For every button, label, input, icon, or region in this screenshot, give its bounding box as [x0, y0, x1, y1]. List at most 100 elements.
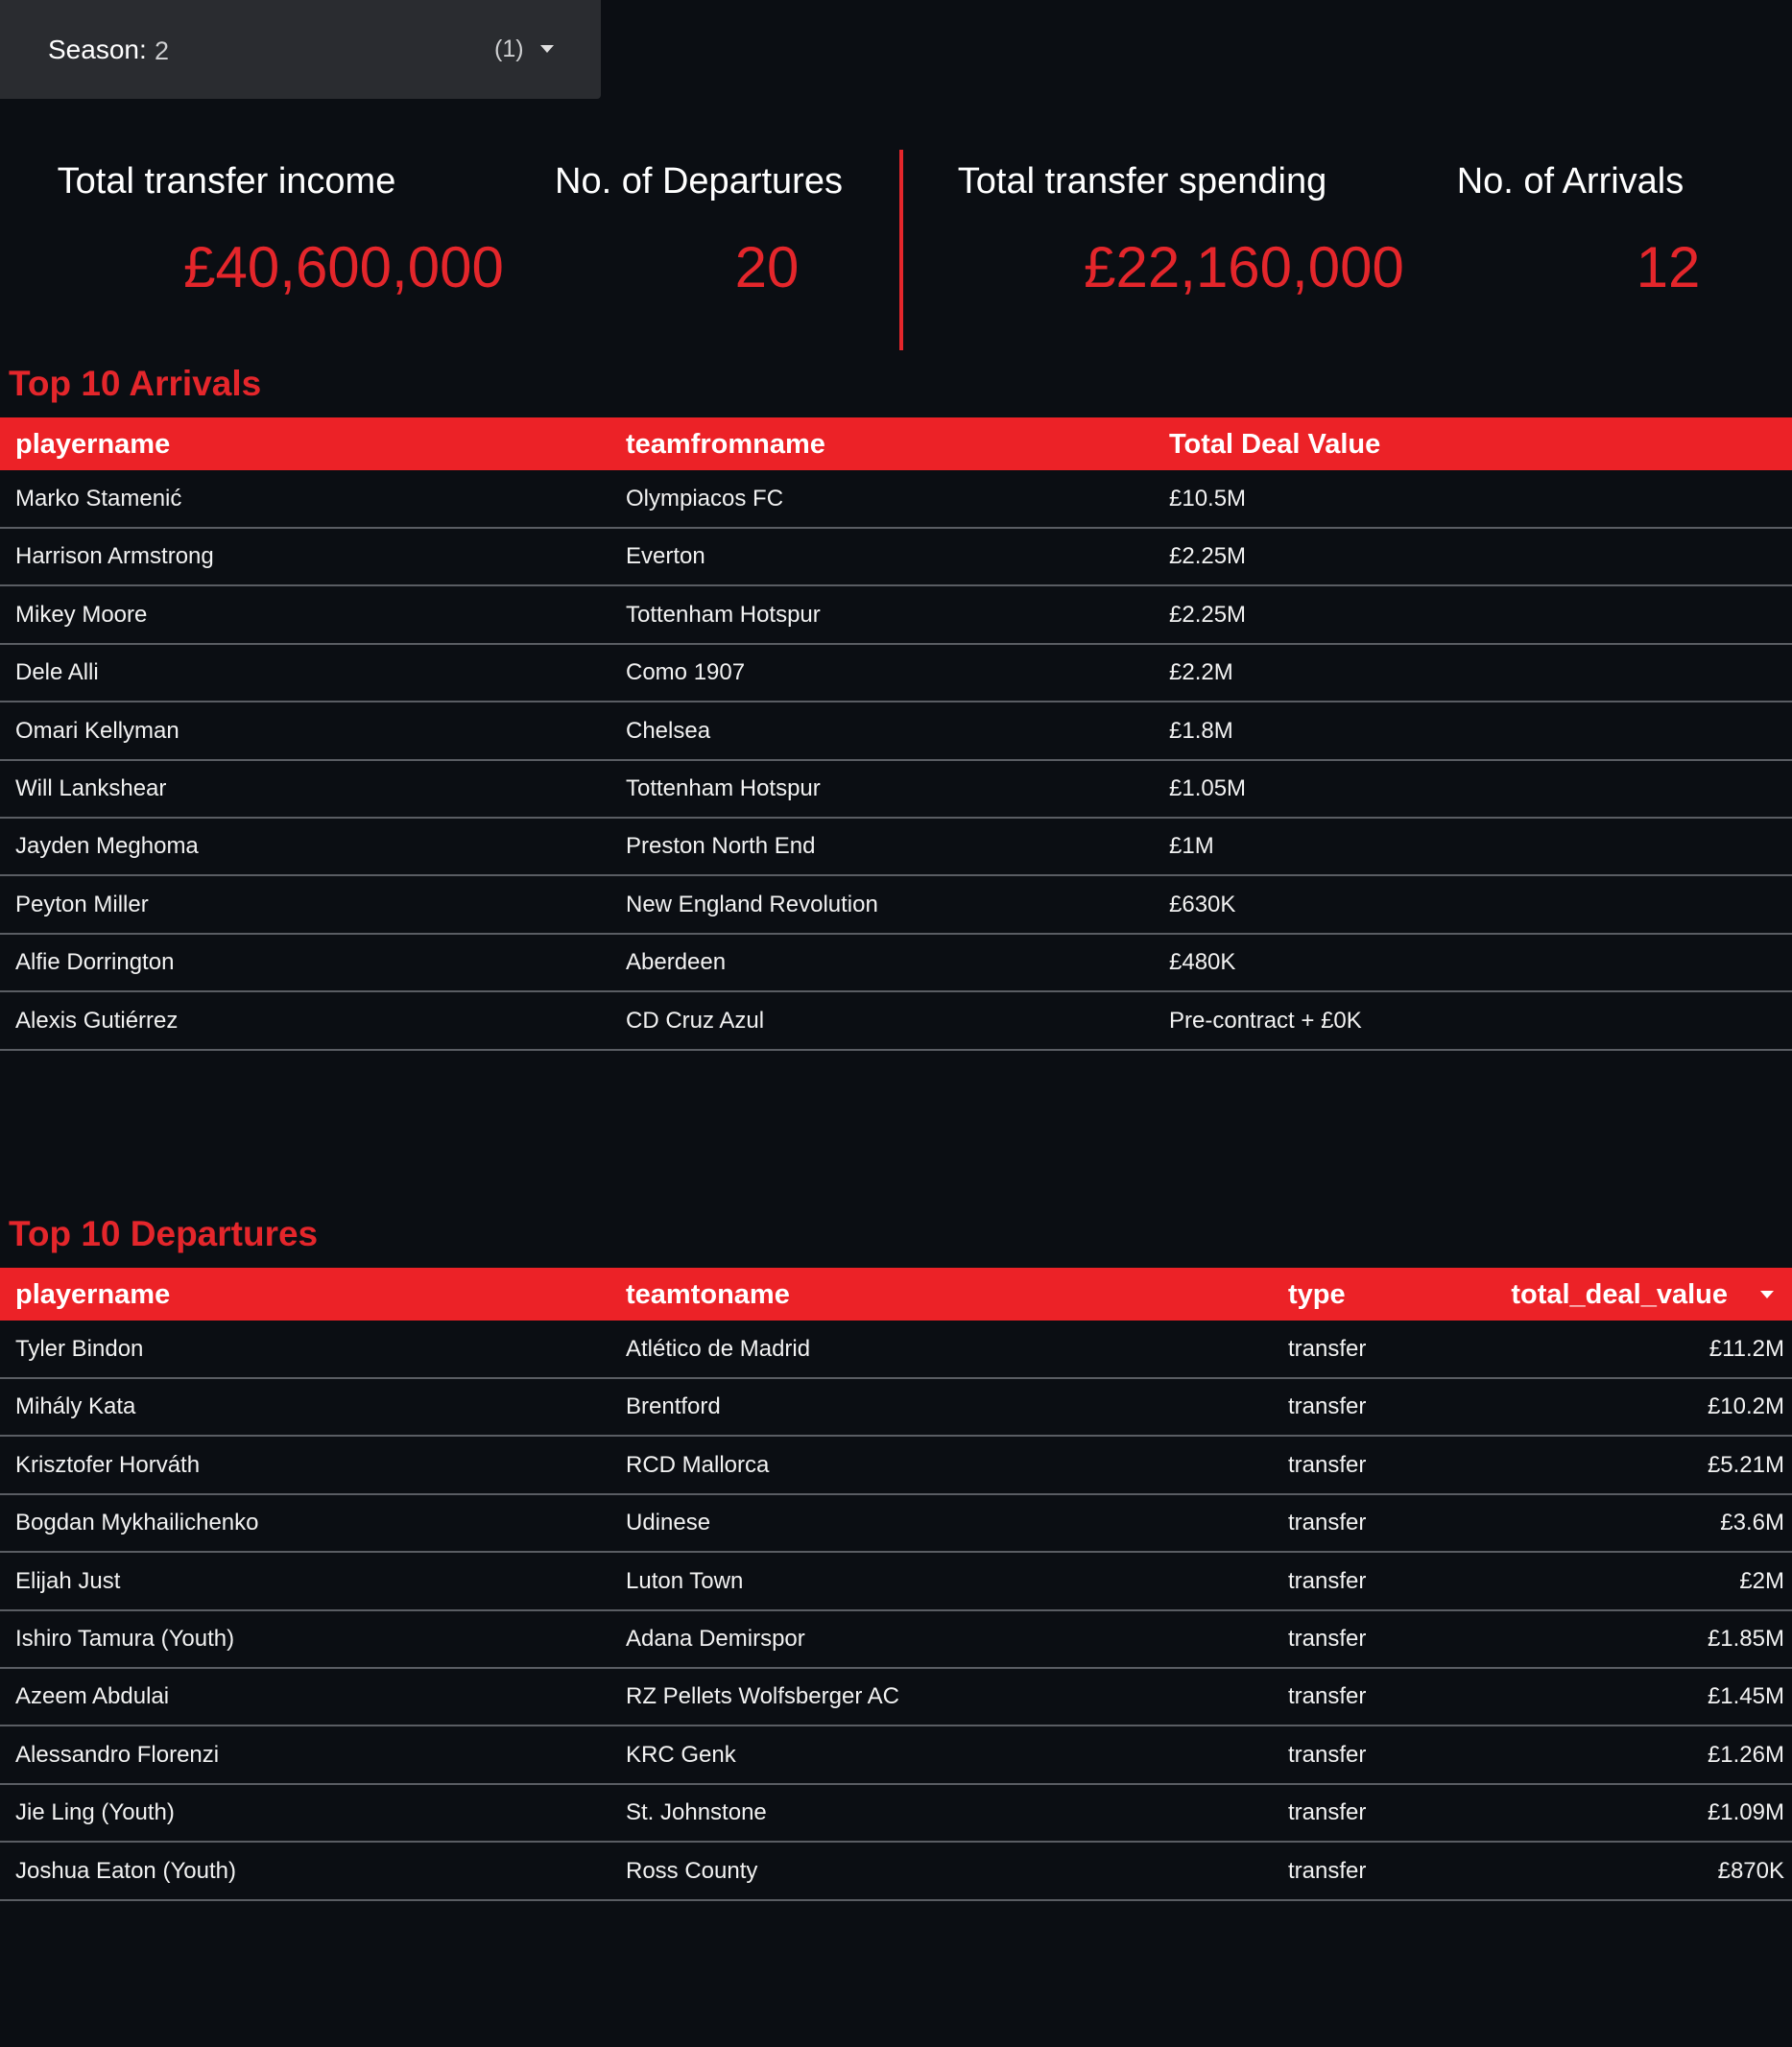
table-cell: Omari Kellyman [15, 717, 179, 744]
table-cell: Luton Town [626, 1567, 744, 1594]
table-cell: £1.45M [1707, 1683, 1784, 1710]
table-cell: Joshua Eaton (Youth) [15, 1857, 236, 1884]
table-cell: £10.5M [1169, 486, 1247, 512]
table-cell: Jayden Meghoma [15, 833, 199, 860]
kpi-value: 20 [734, 235, 800, 299]
table-cell: £480K [1169, 949, 1236, 976]
table-row: Will Lankshear Tottenham Hotspur £1.05M [0, 760, 1792, 819]
table-cell: £870K [1717, 1857, 1784, 1884]
table-cell: New England Revolution [626, 891, 878, 917]
filter-value: 2 [155, 36, 170, 65]
season-filter[interactable]: Season: 2 (1) [0, 0, 601, 99]
kpi-label: Total transfer income [57, 161, 396, 202]
table-row: Omari Kellyman Chelsea £1.8M [0, 702, 1792, 761]
table-cell: Pre-contract + £0K [1169, 1007, 1362, 1034]
table-cell: RCD Mallorca [626, 1451, 770, 1478]
table-row: Bogdan Mykhailichenko Udinese transfer £3.6… [0, 1494, 1792, 1554]
table-cell: Mikey Moore [15, 601, 148, 628]
table-row: Elijah Just Luton Town transfer £2M [0, 1553, 1792, 1611]
table-cell: Dele Alli [15, 659, 99, 686]
table-row: Joshua Eaton (Youth) Ross County transfer £… [0, 1843, 1792, 1901]
kpi-value: 12 [1636, 235, 1701, 299]
filter-count: (1) [494, 36, 524, 62]
table-title: Top 10 Arrivals [9, 364, 262, 403]
table-cell: Tyler Bindon [15, 1336, 144, 1362]
column-header[interactable]: playername [15, 1279, 171, 1310]
table-cell: Udinese [626, 1510, 711, 1536]
table-cell: Preston North End [626, 833, 816, 860]
kpi-label: No. of Departures [555, 161, 843, 202]
table-cell: Krisztofer Horváth [15, 1451, 201, 1478]
table-cell: Tottenham Hotspur [626, 775, 821, 801]
table-cell: Marko Stamenić [15, 486, 182, 512]
table-row: Harrison Armstrong Everton £2.25M [0, 528, 1792, 587]
column-header[interactable]: type [1288, 1279, 1346, 1310]
table-title: Top 10 Departures [9, 1214, 319, 1253]
table-cell: transfer [1288, 1857, 1367, 1884]
table-cell: Peyton Miller [15, 891, 149, 917]
column-header[interactable]: teamtoname [626, 1279, 790, 1310]
table-cell: Chelsea [626, 717, 711, 744]
table-row: Tyler Bindon Atlético de Madrid transfer £1… [0, 1321, 1792, 1379]
table-cell: transfer [1288, 1683, 1367, 1710]
table-row: Jayden Meghoma Preston North End £1M [0, 818, 1792, 877]
table-row: Dele Alli Como 1907 £2.2M [0, 644, 1792, 703]
column-header[interactable]: playername [15, 429, 171, 460]
table-row: Jie Ling (Youth) St. Johnstone transfer £1.… [0, 1784, 1792, 1844]
table-cell: Brentford [626, 1393, 721, 1420]
table-cell: Atlético de Madrid [626, 1336, 811, 1362]
table-row: Peyton Miller New England Revolution £630K [0, 876, 1792, 935]
table-cell: transfer [1288, 1567, 1367, 1594]
kpi-value: £22,160,000 [1084, 235, 1404, 299]
table-cell: Olympiacos FC [626, 486, 784, 512]
table-row: Alfie Dorrington Aberdeen £480K [0, 934, 1792, 993]
table-cell: £1.09M [1707, 1799, 1784, 1826]
table-cell: KRC Genk [626, 1741, 736, 1768]
table-cell: Harrison Armstrong [15, 543, 214, 570]
table-cell: £1.8M [1169, 717, 1233, 744]
dropdown-caret [540, 45, 554, 53]
table-row: Alexis Gutiérrez CD Cruz Azul Pre-contract… [0, 992, 1792, 1051]
column-header[interactable]: teamfromname [626, 429, 825, 460]
table-header: playername teamfromname Total Deal Value [0, 417, 1792, 470]
sort-caret [1760, 1291, 1774, 1298]
table-row: Azeem Abdulai RZ Pellets Wolfsberger AC tr… [0, 1668, 1792, 1727]
table-cell: St. Johnstone [626, 1799, 767, 1826]
table-cell: transfer [1288, 1741, 1367, 1768]
table-cell: £2.25M [1169, 543, 1247, 570]
table-cell: £10.2M [1707, 1393, 1784, 1420]
table-cell: £2M [1739, 1567, 1784, 1594]
table-cell: transfer [1288, 1393, 1367, 1420]
table-cell: Alessandro Florenzi [15, 1741, 220, 1768]
table-cell: Bogdan Mykhailichenko [15, 1510, 259, 1536]
table-row: Alessandro Florenzi KRC Genk transfer £1.26… [0, 1726, 1792, 1785]
table-cell: Adana Demirspor [626, 1626, 805, 1652]
column-header[interactable]: total_deal_value [1511, 1279, 1728, 1310]
table-row: Marko Stamenić Olympiacos FC £10.5M [0, 470, 1792, 529]
table-cell: transfer [1288, 1451, 1367, 1478]
table-cell: Jie Ling (Youth) [15, 1799, 175, 1826]
table-cell: transfer [1288, 1336, 1367, 1362]
table-cell: Alfie Dorrington [15, 949, 175, 976]
table-cell: £3.6M [1720, 1510, 1784, 1536]
table-row: Krisztofer Horváth RCD Mallorca transfer £5… [0, 1437, 1792, 1495]
table-row: Mihály Kata Brentford transfer £10.2M [0, 1378, 1792, 1438]
table-cell: £630K [1169, 891, 1236, 917]
kpi-value: £40,600,000 [183, 235, 504, 299]
table-cell: Como 1907 [626, 659, 746, 686]
kpi-label: Total transfer spending [957, 161, 1327, 202]
table-cell: Everton [626, 543, 705, 570]
table-row: Mikey Moore Tottenham Hotspur £2.25M [0, 586, 1792, 645]
table-cell: transfer [1288, 1626, 1367, 1652]
table-cell: transfer [1288, 1799, 1367, 1826]
table-cell: £5.21M [1707, 1451, 1784, 1478]
table-row: Ishiro Tamura (Youth) Adana Demirspor tran… [0, 1610, 1792, 1669]
table-cell: RZ Pellets Wolfsberger AC [626, 1683, 899, 1710]
table-cell: Ishiro Tamura (Youth) [15, 1626, 235, 1652]
column-header[interactable]: Total Deal Value [1169, 429, 1381, 460]
table-cell: Mihály Kata [15, 1393, 136, 1420]
table-cell: Azeem Abdulai [15, 1683, 170, 1710]
kpi-divider [899, 150, 903, 350]
table-cell: £2.25M [1169, 601, 1247, 628]
table-cell: Tottenham Hotspur [626, 601, 821, 628]
